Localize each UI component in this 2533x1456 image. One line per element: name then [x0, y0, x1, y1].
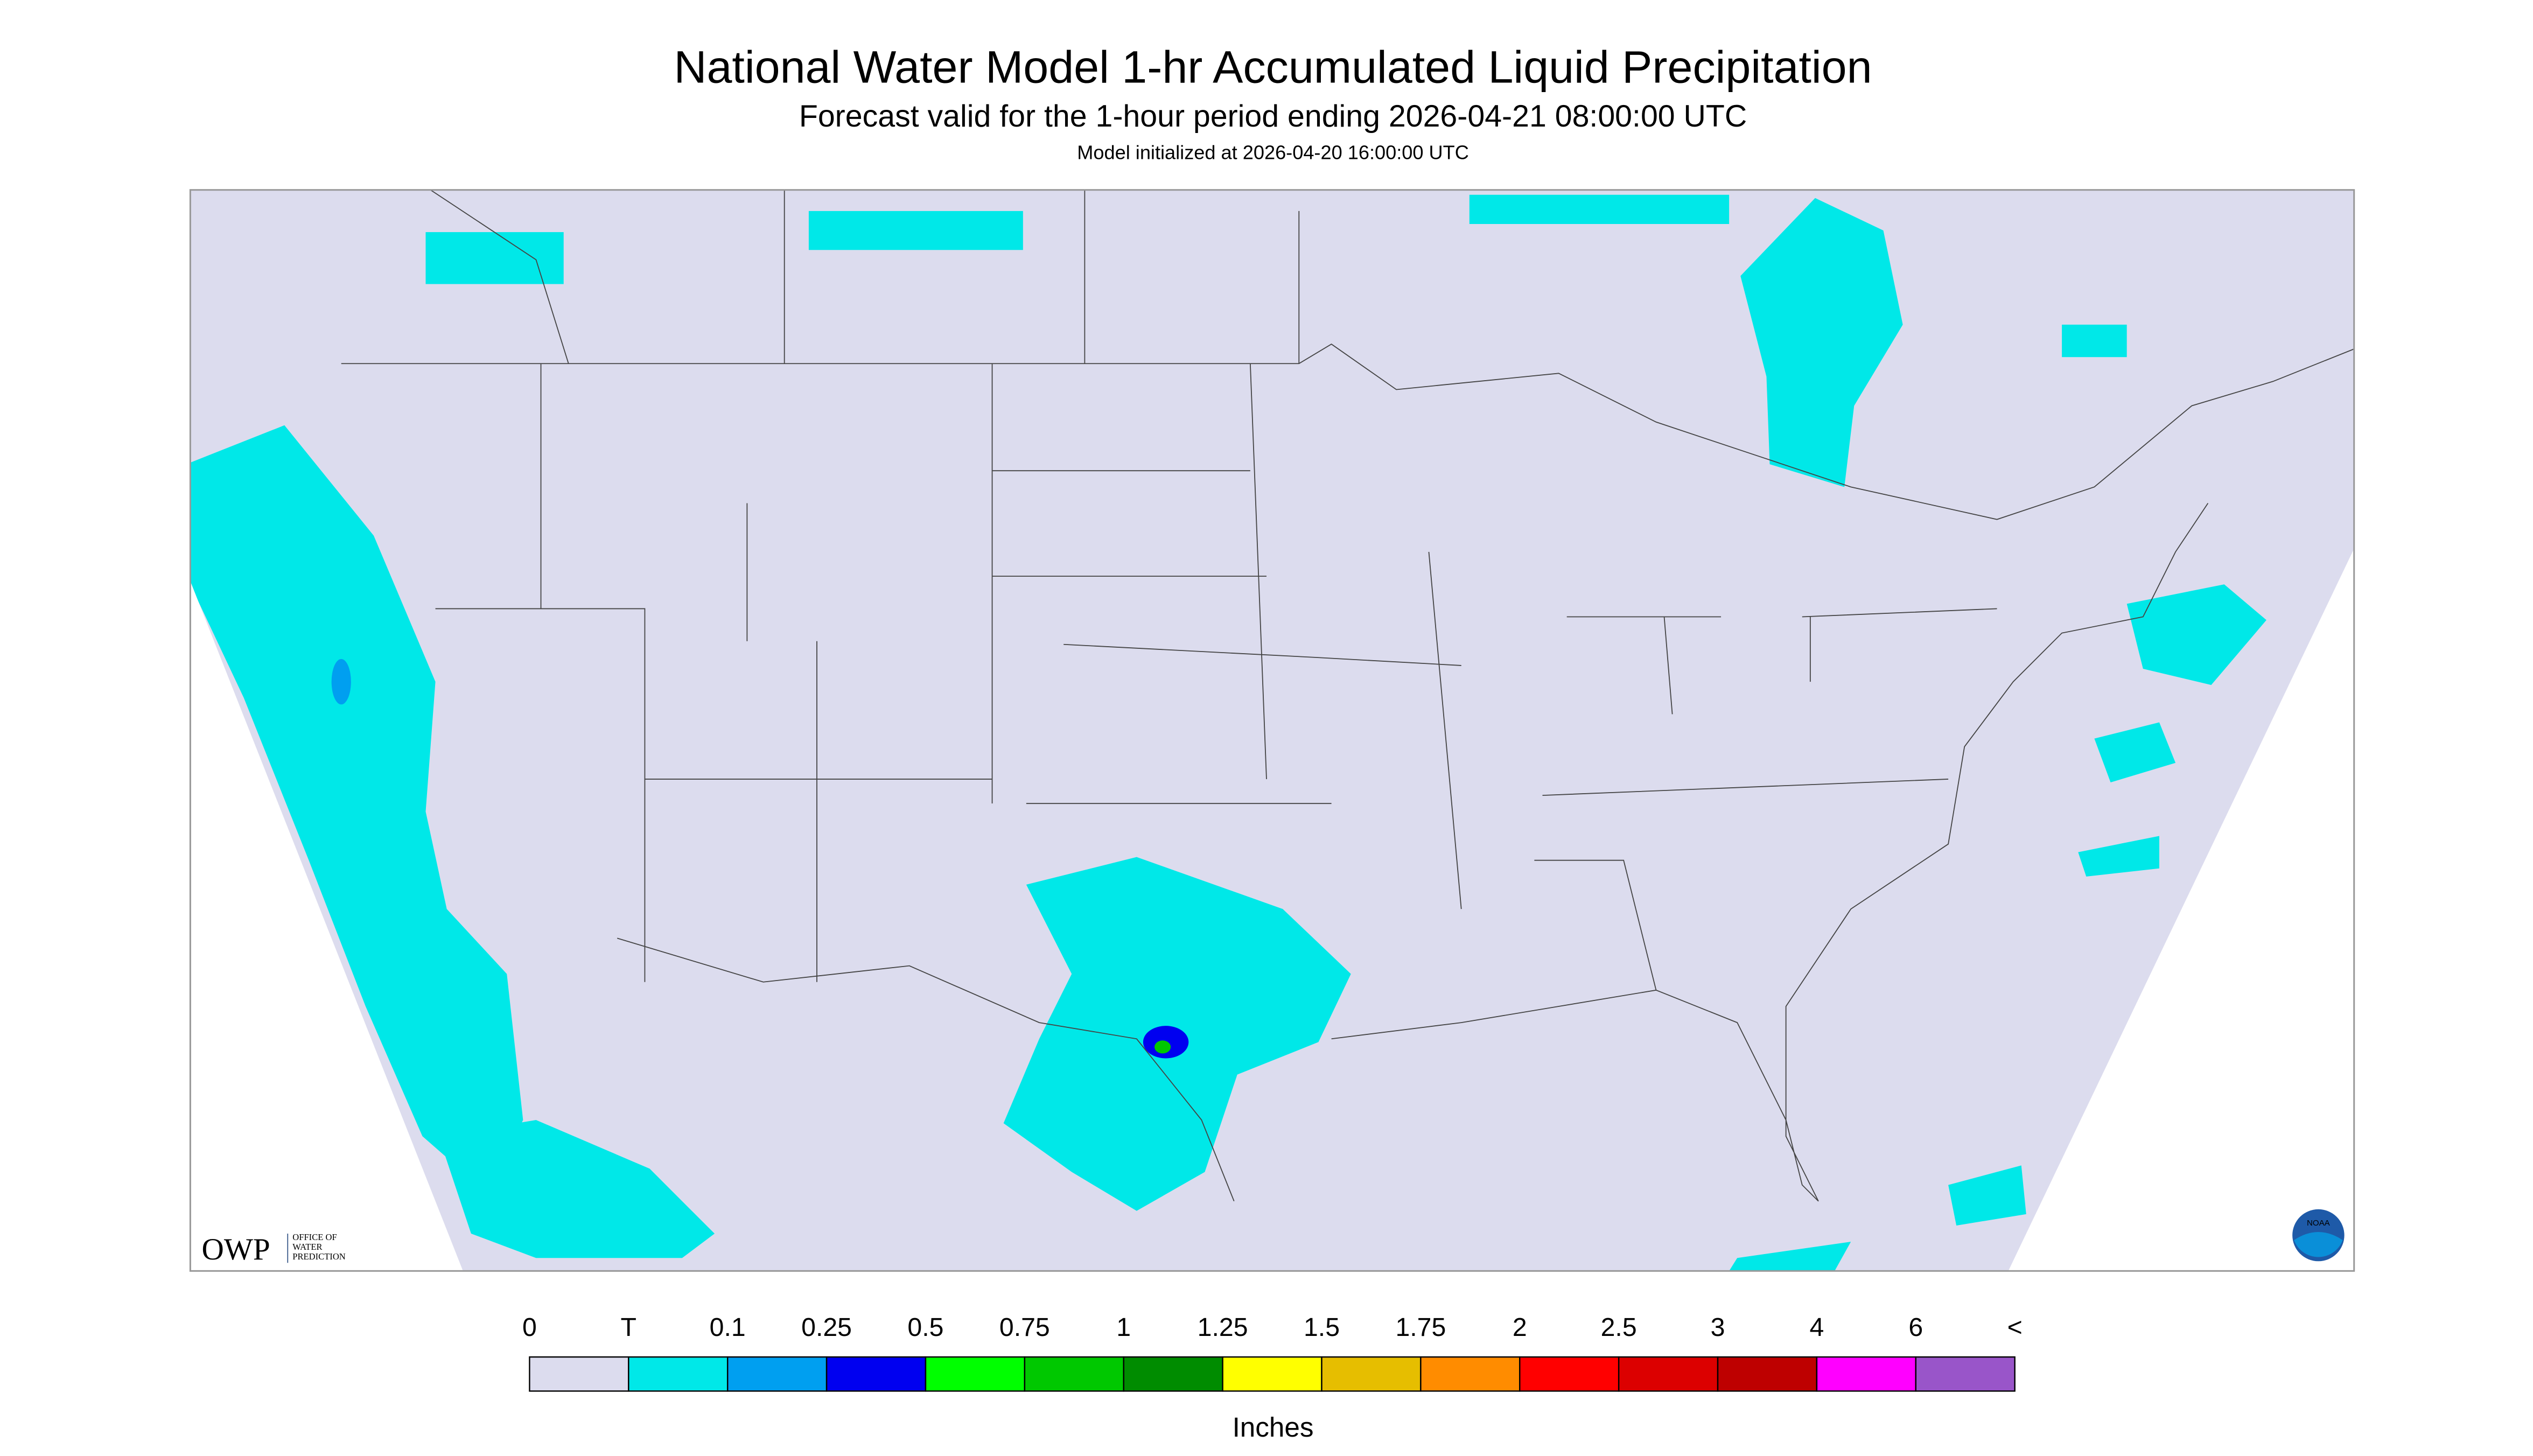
legend-label: 1.25 [1198, 1313, 1248, 1342]
legend-swatch [1618, 1356, 1719, 1392]
state-lines [435, 363, 1997, 991]
legend-label: T [621, 1313, 636, 1342]
precip-baja [438, 1120, 715, 1258]
legend-swatch [925, 1356, 1026, 1392]
owp-line: OFFICE OF [292, 1232, 337, 1242]
canada-border [341, 343, 2355, 520]
owp-line: WATER [292, 1242, 323, 1252]
legend-swatch [1915, 1356, 2016, 1392]
legend-label: 0.5 [907, 1313, 943, 1342]
legend-label: 0.25 [801, 1313, 852, 1342]
noaa-wave [2294, 1232, 2343, 1257]
map: OWP OFFICE OF WATER PREDICTION NOAA [189, 189, 2355, 1272]
canada-lines [430, 189, 1300, 364]
legend-swatch [1024, 1356, 1124, 1392]
precip-quebec [2062, 324, 2127, 358]
legend-label: 0.1 [710, 1313, 746, 1342]
precip-moderate [331, 659, 351, 705]
legend-label: 4 [1809, 1313, 1824, 1342]
legend-label: 6 [1908, 1313, 1923, 1342]
noaa-logo: NOAA [2292, 1209, 2345, 1262]
legend: 0 T 0.1 0.25 0.5 0.75 1 1.25 1.5 1.75 2 2.5 3 4 6 < [522, 1313, 2023, 1392]
legend-label: 0 [522, 1313, 537, 1342]
legend-swatch [628, 1356, 729, 1392]
precip-northeast [2126, 584, 2266, 685]
precip-heaviest [1154, 1040, 1171, 1054]
legend-swatch [1123, 1356, 1223, 1392]
domain-mask-left [190, 581, 463, 1271]
domain-mask-right [2008, 548, 2354, 1271]
legend-swatch [1420, 1356, 1521, 1392]
legend-swatch [825, 1356, 927, 1392]
precip-cuba [1729, 1242, 1851, 1271]
noaa-text: NOAA [2307, 1219, 2331, 1228]
legend-swatch [529, 1356, 629, 1392]
title: National Water Model 1-hr Accumulated Li… [674, 42, 1872, 93]
legend-label: 1.75 [1395, 1313, 1446, 1342]
legend-swatch [726, 1356, 828, 1392]
legend-label: < [2007, 1313, 2023, 1342]
precip-ontario [1469, 194, 1730, 224]
precip-bahamas [1948, 1165, 2026, 1226]
legend-unit: Inches [1233, 1412, 1314, 1443]
legend-label: 2 [1513, 1313, 1527, 1342]
legend-label: 2.5 [1601, 1313, 1637, 1342]
legend-label: 0.75 [999, 1313, 1050, 1342]
legend-swatch [1519, 1356, 1620, 1392]
precip-areas [190, 194, 2266, 1271]
coastline [1331, 502, 2209, 1202]
borders [341, 189, 2355, 1202]
legend-swatch [1816, 1356, 1917, 1392]
map-background [190, 190, 2354, 1271]
precip-great-lakes [1740, 198, 1903, 487]
precip-sask [808, 211, 1023, 250]
legend-swatch [1717, 1356, 1818, 1392]
mexico-border [617, 937, 1235, 1202]
precip-atlantic [2094, 722, 2176, 782]
owp-line: PREDICTION [292, 1251, 345, 1262]
init-time: Model initialized at 2026-04-20 16:00:00… [1077, 141, 1469, 163]
legend-label: 1 [1116, 1313, 1131, 1342]
owp-logo-text: OWP [201, 1233, 270, 1266]
owp-logo: OWP OFFICE OF WATER PREDICTION [201, 1232, 345, 1266]
subtitle: Forecast valid for the 1-hour period end… [799, 99, 1747, 134]
legend-label: 1.5 [1304, 1313, 1340, 1342]
precip-atlantic-2 [2078, 836, 2159, 877]
legend-swatch [1321, 1356, 1422, 1392]
map-frame [189, 189, 2355, 1272]
precip-bc [425, 232, 564, 284]
legend-label: 3 [1711, 1313, 1725, 1342]
legend-swatch [1222, 1356, 1323, 1392]
precip-west [190, 425, 523, 1193]
